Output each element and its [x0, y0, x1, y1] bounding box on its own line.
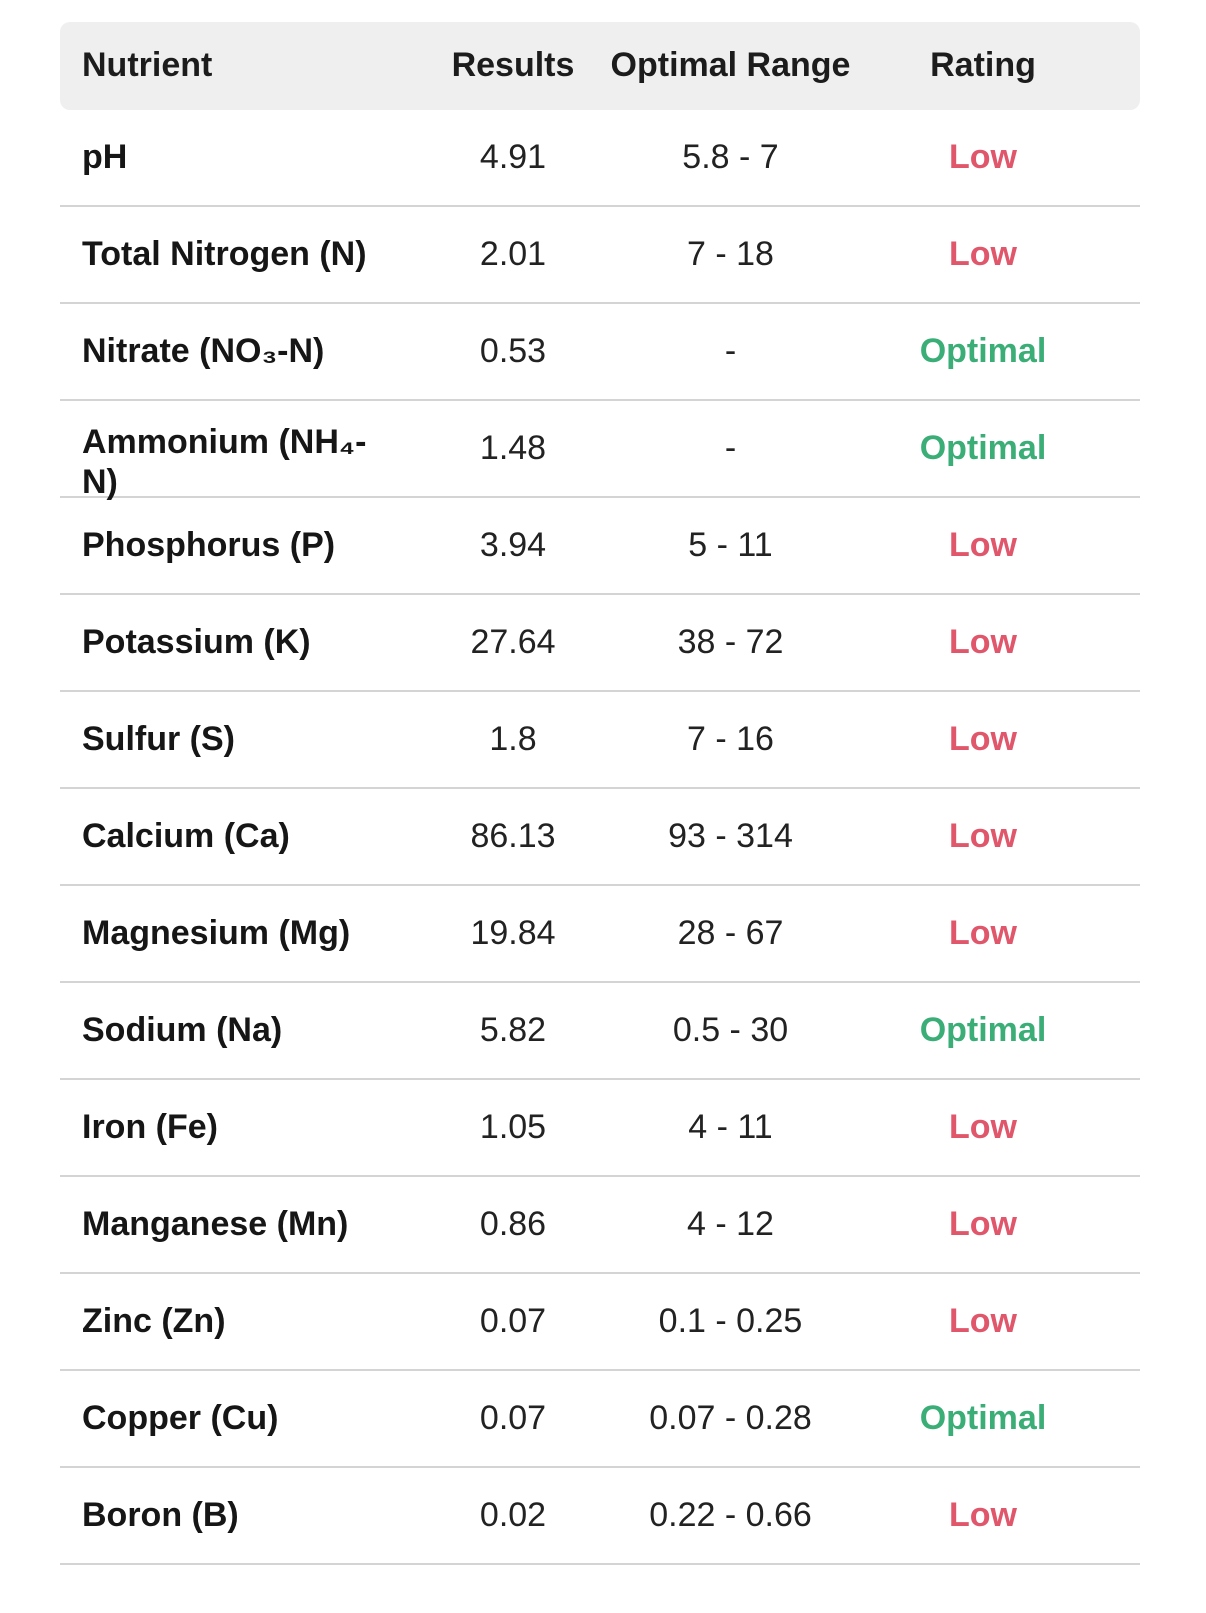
- rating-badge: Optimal: [919, 1010, 1047, 1049]
- rating-badge: Optimal: [919, 428, 1047, 467]
- nutrient-name: Copper (Cu): [82, 1398, 279, 1437]
- result-value: 5.82: [479, 1010, 547, 1049]
- optimal-range-value: 0.5 - 30: [672, 1010, 789, 1049]
- rating-badge: Low: [949, 622, 1017, 661]
- rating-badge: Optimal: [919, 1398, 1047, 1437]
- table-header-row: Nutrient Results Optimal Range Rating: [60, 22, 1140, 110]
- table-row: Calcium (Ca) 86.13 93 - 314 Low: [60, 789, 1140, 886]
- table-row: Nitrate (NO₃-N) 0.53 - Optimal: [60, 304, 1140, 401]
- nutrient-name: Boron (B): [82, 1495, 239, 1534]
- optimal-range-value: 5.8 - 7: [682, 137, 779, 176]
- nutrient-name: Sulfur (S): [82, 719, 235, 758]
- result-value: 0.53: [479, 331, 547, 370]
- rating-badge: Optimal: [919, 331, 1047, 370]
- optimal-range-value: 93 - 314: [668, 816, 793, 855]
- optimal-range-value: 7 - 18: [687, 234, 774, 273]
- table-row: Sodium (Na) 5.82 0.5 - 30 Optimal: [60, 983, 1140, 1080]
- table-row: Magnesium (Mg) 19.84 28 - 67 Low: [60, 886, 1140, 983]
- rating-badge: Low: [949, 1204, 1017, 1243]
- nutrient-name: Potassium (K): [82, 622, 311, 661]
- table-row: Ammonium (NH₄-N) 1.48 - Optimal: [60, 401, 1140, 501]
- result-value: 1.48: [479, 428, 547, 467]
- header-rating: Rating: [930, 46, 1036, 85]
- optimal-range-value: -: [724, 331, 737, 370]
- nutrient-name: Magnesium (Mg): [82, 913, 351, 952]
- table-row: Manganese (Mn) 0.86 4 - 12 Low: [60, 1177, 1140, 1274]
- table-body: pH 4.91 5.8 - 7 Low Total Nitrogen (N) 2.01 7 …: [60, 110, 1140, 1565]
- result-value: 2.01: [479, 234, 547, 273]
- nutrient-name: Iron (Fe): [82, 1107, 218, 1146]
- rating-badge: Low: [949, 1107, 1017, 1146]
- table-row: Boron (B) 0.02 0.22 - 0.66 Low: [60, 1468, 1140, 1565]
- header-nutrient: Nutrient: [82, 46, 213, 85]
- table-row: Phosphorus (P) 3.94 5 - 11 Low: [60, 498, 1140, 595]
- optimal-range-value: 38 - 72: [677, 622, 784, 661]
- nutrient-name: Sodium (Na): [82, 1010, 283, 1049]
- header-results: Results: [451, 46, 575, 85]
- table-row: Total Nitrogen (N) 2.01 7 - 18 Low: [60, 207, 1140, 304]
- nutrient-name: Manganese (Mn): [82, 1204, 349, 1243]
- table-row: pH 4.91 5.8 - 7 Low: [60, 110, 1140, 207]
- rating-badge: Low: [949, 1301, 1017, 1340]
- nutrient-name-text: Ammonium (NH₄-N): [82, 423, 367, 501]
- rating-badge: Low: [949, 1495, 1017, 1534]
- rating-badge: Low: [949, 816, 1017, 855]
- optimal-range-value: 5 - 11: [688, 525, 773, 564]
- nutrient-table: Nutrient Results Optimal Range Rating pH…: [60, 22, 1140, 1565]
- result-value: 0.07: [479, 1301, 547, 1340]
- nutrient-name: Nitrate (NO₃-N): [82, 331, 325, 370]
- rating-badge: Low: [949, 234, 1017, 273]
- nutrient-name: Total Nitrogen (N): [82, 234, 367, 273]
- nutrient-name: Calcium (Ca): [82, 816, 290, 855]
- result-value: 0.07: [479, 1398, 547, 1437]
- result-value: 27.64: [470, 622, 556, 661]
- result-value: 19.84: [470, 913, 556, 952]
- table-row: Sulfur (S) 1.8 7 - 16 Low: [60, 692, 1140, 789]
- result-value: 0.86: [479, 1204, 547, 1243]
- optimal-range-value: 0.07 - 0.28: [649, 1398, 812, 1437]
- optimal-range-value: 4 - 12: [687, 1204, 774, 1243]
- rating-badge: Low: [949, 719, 1017, 758]
- table-row: Potassium (K) 27.64 38 - 72 Low: [60, 595, 1140, 692]
- optimal-range-value: 0.22 - 0.66: [649, 1495, 812, 1534]
- rating-badge: Low: [949, 137, 1017, 176]
- optimal-range-value: 7 - 16: [687, 719, 774, 758]
- result-value: 4.91: [479, 137, 547, 176]
- table-row: Zinc (Zn) 0.07 0.1 - 0.25 Low: [60, 1274, 1140, 1371]
- result-value: 3.94: [479, 525, 547, 564]
- nutrient-name: Phosphorus (P): [82, 525, 336, 564]
- result-value: 0.02: [479, 1495, 547, 1534]
- nutrient-name: Zinc (Zn): [82, 1301, 226, 1340]
- rating-badge: Low: [949, 913, 1017, 952]
- optimal-range-value: 28 - 67: [677, 913, 784, 952]
- nutrient-name: Ammonium (NH₄-N): [60, 409, 430, 500]
- nutrient-name: pH: [82, 137, 128, 176]
- rating-badge: Low: [949, 525, 1017, 564]
- table-row: Copper (Cu) 0.07 0.07 - 0.28 Optimal: [60, 1371, 1140, 1468]
- optimal-range-value: 4 - 11: [688, 1107, 773, 1146]
- result-value: 1.05: [479, 1107, 547, 1146]
- header-optimal-range: Optimal Range: [610, 46, 851, 85]
- optimal-range-value: -: [724, 428, 737, 467]
- table-row: Iron (Fe) 1.05 4 - 11 Low: [60, 1080, 1140, 1177]
- result-value: 1.8: [489, 719, 537, 758]
- optimal-range-value: 0.1 - 0.25: [658, 1301, 803, 1340]
- result-value: 86.13: [470, 816, 556, 855]
